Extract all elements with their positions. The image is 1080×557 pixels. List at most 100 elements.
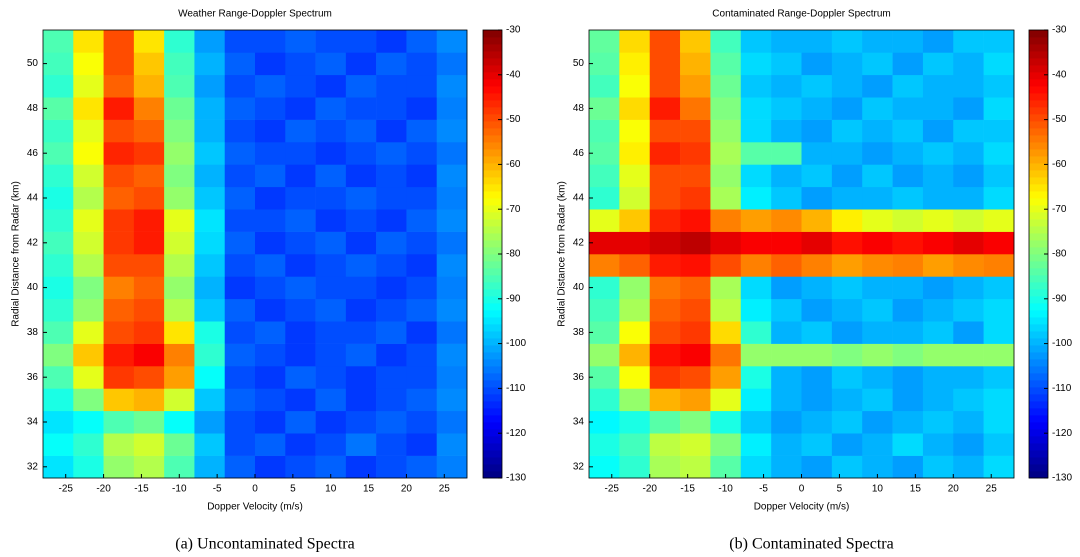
heatmap-cell bbox=[801, 433, 833, 456]
heatmap-cell bbox=[619, 186, 651, 210]
colorbar-step bbox=[1029, 471, 1048, 479]
heatmap-cell bbox=[649, 30, 681, 53]
heatmap-cell bbox=[194, 321, 226, 344]
heatmap-cell bbox=[103, 455, 135, 479]
heatmap-cell bbox=[345, 254, 377, 277]
heatmap-cell bbox=[983, 433, 1015, 456]
heatmap-cell bbox=[376, 343, 407, 367]
colorbar-step bbox=[483, 205, 502, 213]
heatmap-cell bbox=[589, 276, 620, 300]
heatmap-cell bbox=[376, 455, 407, 479]
heatmap-cell bbox=[255, 52, 286, 76]
heatmap-cell bbox=[194, 97, 226, 120]
colorbar-step bbox=[483, 163, 502, 171]
heatmap-cell bbox=[103, 97, 135, 120]
heatmap-cell bbox=[831, 30, 863, 53]
heatmap-cell bbox=[922, 410, 954, 434]
colorbar-tick-label: -50 bbox=[506, 114, 521, 125]
heatmap-cell bbox=[345, 74, 377, 98]
heatmap-cell bbox=[710, 254, 742, 277]
heatmap-cell bbox=[194, 276, 226, 300]
heatmap-cell bbox=[73, 455, 104, 479]
x-tick-label: 10 bbox=[872, 484, 884, 495]
heatmap-cell bbox=[224, 231, 256, 255]
heatmap-cell bbox=[285, 52, 316, 76]
colorbar-tick-label: -130 bbox=[506, 473, 526, 484]
heatmap-cell bbox=[133, 254, 165, 277]
y-axis-label: Radial Distance from Radar (km) bbox=[557, 181, 568, 327]
heatmap-cell bbox=[224, 298, 256, 322]
heatmap-cell bbox=[376, 388, 407, 412]
heatmap-cell bbox=[376, 209, 407, 232]
heatmap-cell bbox=[345, 186, 377, 210]
heatmap-cell bbox=[831, 343, 863, 367]
heatmap-cell bbox=[831, 52, 863, 76]
heatmap-cell bbox=[740, 410, 772, 434]
heatmap-cell bbox=[953, 119, 984, 143]
heatmap-cell bbox=[649, 366, 681, 389]
heatmap-cell bbox=[680, 164, 711, 188]
heatmap-cell bbox=[953, 164, 984, 188]
heatmap-cell bbox=[589, 30, 620, 53]
heatmap-cell bbox=[710, 209, 742, 232]
heatmap-cell bbox=[315, 164, 347, 188]
colorbar-tick-label: -120 bbox=[1052, 428, 1072, 439]
heatmap-cell bbox=[73, 209, 104, 232]
heatmap-cell bbox=[43, 164, 74, 188]
colorbar-step bbox=[1029, 121, 1048, 129]
heatmap-cell bbox=[680, 455, 711, 479]
heatmap-cell bbox=[922, 254, 954, 277]
heatmap-cell bbox=[892, 298, 924, 322]
colorbar-step bbox=[1029, 93, 1048, 101]
colorbar-step bbox=[1029, 128, 1048, 136]
heatmap-cell bbox=[983, 186, 1015, 210]
colorbar-tick-label: -30 bbox=[506, 25, 521, 36]
heatmap-cell bbox=[255, 231, 286, 255]
heatmap-cell bbox=[194, 298, 226, 322]
x-tick-label: 0 bbox=[252, 484, 258, 495]
colorbar-step bbox=[1029, 30, 1048, 38]
heatmap-cell bbox=[103, 410, 135, 434]
heatmap-cell bbox=[862, 30, 893, 53]
y-tick-label: 50 bbox=[27, 58, 39, 69]
heatmap-cell bbox=[801, 321, 833, 344]
heatmap-cell bbox=[649, 455, 681, 479]
heatmap-cell bbox=[285, 343, 316, 367]
heatmap-cell bbox=[436, 30, 468, 53]
y-tick-label: 40 bbox=[573, 282, 585, 293]
heatmap-cell bbox=[436, 231, 468, 255]
colorbar-step bbox=[1029, 37, 1048, 45]
colorbar-step bbox=[1029, 142, 1048, 150]
heatmap-cell bbox=[345, 119, 377, 143]
heatmap-cell bbox=[740, 186, 772, 210]
heatmap-cell bbox=[589, 388, 620, 412]
heatmap-cell bbox=[345, 30, 377, 53]
heatmap-cell bbox=[710, 455, 742, 479]
heatmap-cell bbox=[619, 433, 651, 456]
heatmap-cell bbox=[436, 52, 468, 76]
x-tick-label: 25 bbox=[986, 484, 998, 495]
colorbar-step bbox=[483, 226, 502, 234]
heatmap-cell bbox=[983, 254, 1015, 277]
heatmap-cell bbox=[73, 388, 104, 412]
heatmap-cell bbox=[740, 321, 772, 344]
heatmap-cell bbox=[589, 52, 620, 76]
heatmap-cell bbox=[406, 366, 438, 389]
heatmap-cell bbox=[892, 142, 924, 165]
x-tick-label: -15 bbox=[680, 484, 695, 495]
colorbar-step bbox=[483, 289, 502, 297]
heatmap-cell bbox=[43, 231, 74, 255]
colorbar-step bbox=[1029, 226, 1048, 234]
heatmap-cell bbox=[740, 276, 772, 300]
heatmap-cell bbox=[43, 298, 74, 322]
heatmap-cell bbox=[710, 298, 742, 322]
heatmap-cell bbox=[164, 231, 195, 255]
colorbar-step bbox=[483, 212, 502, 220]
heatmap-cell bbox=[892, 343, 924, 367]
heatmap-cell bbox=[740, 388, 772, 412]
heatmap-cell bbox=[740, 366, 772, 389]
colorbar-step bbox=[1029, 86, 1048, 94]
heatmap-cell bbox=[436, 74, 468, 98]
colorbar-step bbox=[483, 352, 502, 360]
